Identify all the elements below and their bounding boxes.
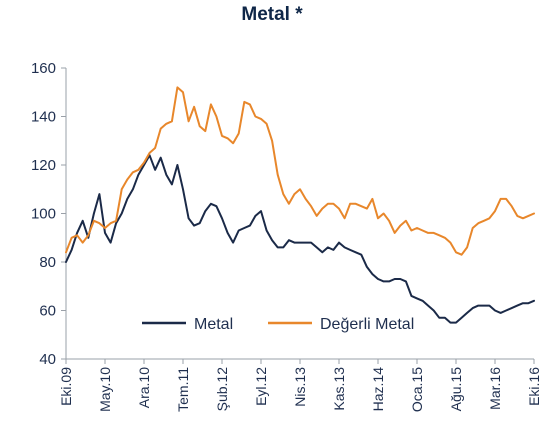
y-tick-label: 140	[31, 109, 56, 126]
x-tick-label: Haz.14	[370, 367, 386, 412]
x-tick-label: Mar.16	[487, 367, 503, 410]
x-tick-label: Ağu.15	[448, 367, 464, 412]
legend-label: Metal	[194, 316, 233, 333]
x-tick-label: Eki.09	[58, 367, 74, 406]
x-tick-label: Kas.13	[331, 367, 347, 411]
x-tick-label: Tem.11	[175, 367, 191, 412]
x-tick-label: Ara.10	[136, 367, 152, 408]
x-tick-label: Oca.15	[409, 367, 425, 412]
y-tick-label: 60	[39, 303, 56, 320]
x-tick-label: Şub.12	[214, 367, 230, 412]
x-tick-label: May.10	[97, 367, 113, 412]
x-tick-label: Eki.16	[526, 367, 542, 406]
x-tick-label: Eyl.12	[253, 367, 269, 406]
y-tick-label: 100	[31, 206, 56, 223]
y-tick-label: 160	[31, 60, 56, 77]
x-tick-label: Nis.13	[292, 367, 308, 407]
series-line-metal	[65, 154, 535, 324]
y-tick-label: 80	[39, 254, 56, 271]
y-tick-label: 40	[39, 351, 56, 368]
y-tick-label: 120	[31, 157, 56, 174]
legend-label: Değerli Metal	[320, 316, 414, 333]
series-line-degerli-metal	[65, 86, 535, 256]
chart-title: Metal *	[241, 4, 303, 25]
